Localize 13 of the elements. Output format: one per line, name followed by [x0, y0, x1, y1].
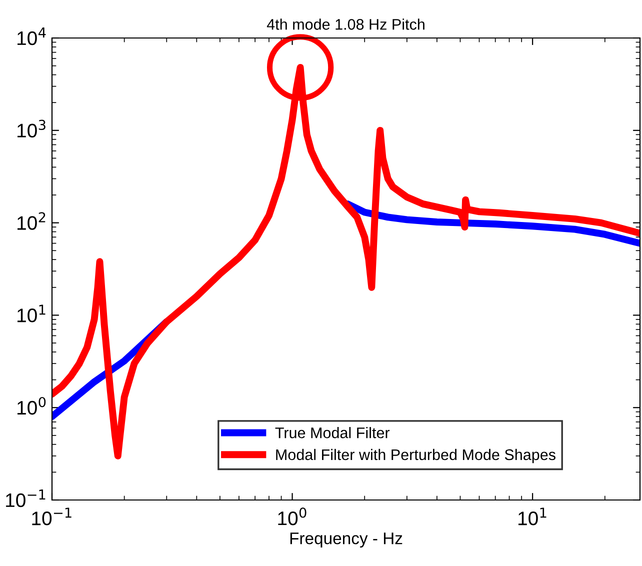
x-tick-label: 10$^{0}$: [278, 508, 306, 526]
x-tick-label: 10$^{−1}$: [32, 508, 72, 526]
y-tick-label: 10$^{4}$: [18, 28, 46, 46]
y-tick-label: 10$^{3}$: [18, 120, 46, 138]
y-tick-label: 10$^{−1}$: [6, 490, 46, 508]
legend-label: Modal Filter with Perturbed Mode Shapes: [276, 448, 556, 464]
y-tick-label: 10$^{2}$: [18, 212, 46, 230]
chart-title: 4th mode 1.08 Hz Pitch: [266, 18, 424, 30]
y-tick-label: 10$^{1}$: [18, 304, 46, 322]
legend-label: True Modal Filter: [275, 427, 390, 438]
y-tick-label: 10$^{0}$: [18, 396, 46, 415]
x-axis-title: Frequency - Hz: [290, 532, 402, 548]
x-tick-label: 10$^{1}$: [518, 508, 546, 526]
